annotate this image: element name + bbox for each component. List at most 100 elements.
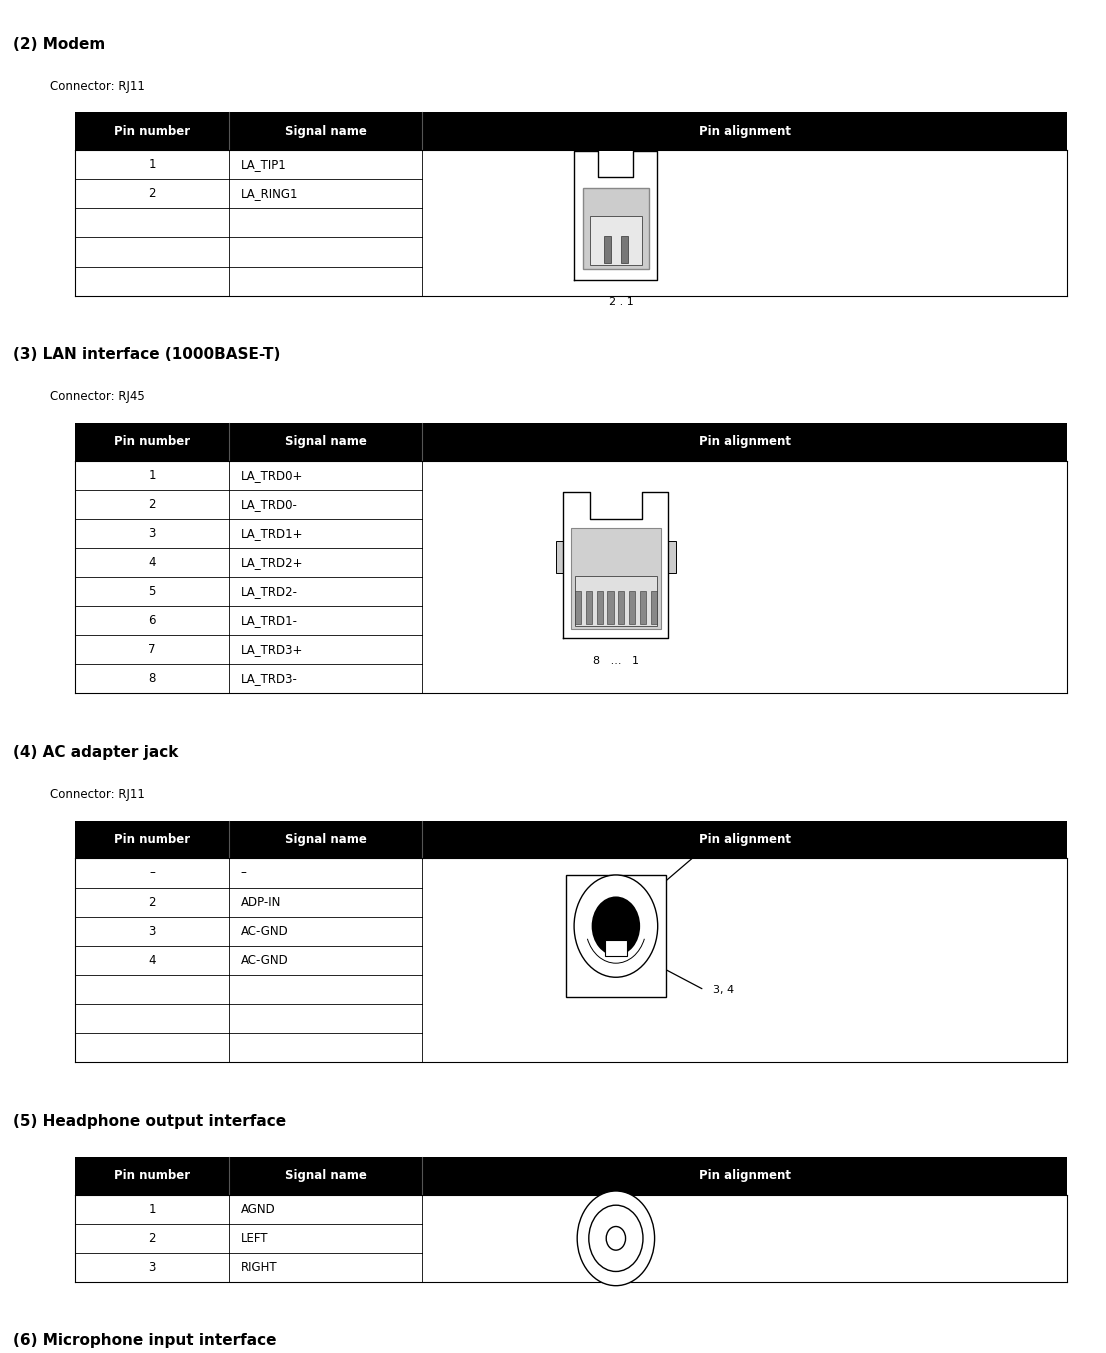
Text: Pin number: Pin number [114, 124, 190, 138]
Bar [75, 180, 1067, 208]
Bar [75, 1223, 1067, 1253]
Text: 6: 6 [148, 614, 156, 628]
Text: Signal name: Signal name [284, 833, 367, 846]
Bar [620, 235, 628, 262]
Text: LA_TRD0+: LA_TRD0+ [241, 468, 303, 482]
Bar [596, 591, 603, 624]
Bar [75, 1157, 1067, 1195]
Bar [575, 591, 581, 624]
Bar [75, 820, 1067, 858]
Text: Pin alignment: Pin alignment [699, 436, 791, 448]
Text: 8   ...   1: 8 ... 1 [593, 656, 639, 666]
Text: AC-GND: AC-GND [241, 954, 289, 967]
Bar [75, 208, 1067, 237]
Circle shape [606, 1226, 626, 1250]
Bar [75, 946, 1067, 974]
Bar [571, 528, 660, 629]
Bar [75, 422, 1067, 460]
Text: Signal name: Signal name [284, 436, 367, 448]
Bar [75, 635, 1067, 664]
Bar [75, 548, 1067, 576]
Text: LA_TRD1+: LA_TRD1+ [241, 526, 303, 540]
Text: (5) Headphone output interface: (5) Headphone output interface [13, 1114, 286, 1128]
Text: AC-GND: AC-GND [241, 924, 289, 938]
Text: Pin alignment: Pin alignment [699, 1169, 791, 1183]
Text: 3: 3 [148, 1261, 156, 1275]
Text: AGND: AGND [241, 1203, 275, 1216]
Text: 3: 3 [148, 924, 156, 938]
Bar [629, 591, 635, 624]
Bar [575, 576, 657, 626]
Bar [605, 940, 627, 957]
Text: 1: 1 [148, 158, 156, 172]
Circle shape [574, 875, 658, 977]
Bar [75, 888, 1067, 916]
Text: –: – [241, 866, 247, 879]
Text: Pin number: Pin number [114, 436, 190, 448]
Bar [75, 916, 1067, 946]
Text: LEFT: LEFT [241, 1231, 268, 1245]
Bar [75, 112, 1067, 150]
Text: Connector: RJ11: Connector: RJ11 [50, 80, 145, 93]
Text: Pin alignment: Pin alignment [699, 833, 791, 846]
Bar [75, 1004, 1067, 1034]
Text: 4: 4 [148, 954, 156, 967]
Bar [75, 1253, 1067, 1281]
Bar [75, 460, 1067, 490]
Circle shape [577, 1191, 655, 1285]
Bar [574, 152, 657, 280]
Bar [75, 1195, 1067, 1223]
Bar [75, 518, 1067, 548]
Text: 3: 3 [148, 526, 156, 540]
Text: RIGHT: RIGHT [241, 1261, 278, 1275]
Text: (2) Modem: (2) Modem [13, 37, 105, 51]
Bar [604, 235, 612, 262]
Bar [75, 150, 1067, 180]
Circle shape [588, 1206, 643, 1272]
Bar [75, 490, 1067, 518]
Text: 2: 2 [148, 498, 156, 511]
Text: 5: 5 [148, 584, 156, 598]
Bar [75, 237, 1067, 267]
Bar [640, 591, 646, 624]
Text: 3, 4: 3, 4 [713, 985, 734, 994]
Text: LA_TRD2-: LA_TRD2- [241, 584, 298, 598]
Text: 8: 8 [148, 672, 156, 686]
Bar [75, 606, 1067, 635]
Text: (3) LAN interface (1000BASE-T): (3) LAN interface (1000BASE-T) [13, 346, 281, 363]
Bar [583, 188, 648, 269]
Text: Signal name: Signal name [284, 124, 367, 138]
Text: (4) AC adapter jack: (4) AC adapter jack [13, 744, 179, 760]
Text: LA_TRD1-: LA_TRD1- [241, 614, 298, 628]
Bar [650, 591, 657, 624]
Text: LA_RING1: LA_RING1 [241, 187, 299, 200]
Bar [591, 216, 641, 265]
Bar [586, 591, 592, 624]
Text: Connector: RJ45: Connector: RJ45 [50, 390, 145, 403]
Text: 2: 2 [148, 896, 156, 909]
Text: 4: 4 [148, 556, 156, 570]
Bar [563, 492, 668, 639]
Text: LA_TRD3+: LA_TRD3+ [241, 643, 303, 656]
Bar [607, 591, 614, 624]
Text: ADP-IN: ADP-IN [241, 896, 281, 909]
Text: 2 . 1: 2 . 1 [609, 296, 634, 307]
Text: LA_TRD3-: LA_TRD3- [241, 672, 298, 686]
Text: (6) Microphone input interface: (6) Microphone input interface [13, 1333, 276, 1349]
Text: Pin number: Pin number [114, 1169, 190, 1183]
Bar [556, 541, 563, 572]
Text: LA_TIP1: LA_TIP1 [241, 158, 286, 172]
Bar [75, 1034, 1067, 1062]
Bar [75, 576, 1067, 606]
Text: 2: 2 [148, 1231, 156, 1245]
Text: 1: 1 [148, 1203, 156, 1216]
Text: Signal name: Signal name [284, 1169, 367, 1183]
Bar [566, 875, 666, 997]
Circle shape [592, 897, 640, 955]
Bar [668, 541, 676, 572]
Text: Pin alignment: Pin alignment [699, 124, 791, 138]
Text: Connector: RJ11: Connector: RJ11 [50, 787, 145, 801]
Bar [75, 664, 1067, 693]
Bar [618, 591, 625, 624]
Text: –: – [149, 866, 155, 879]
